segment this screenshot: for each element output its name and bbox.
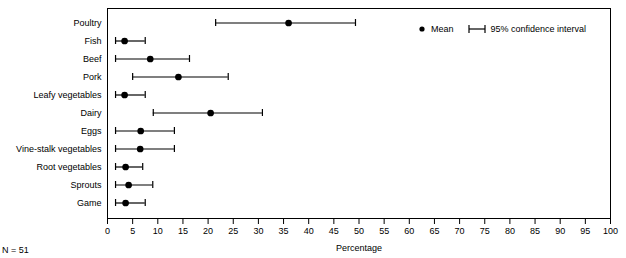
svg-text:Eggs: Eggs (81, 126, 102, 136)
svg-text:95: 95 (580, 226, 590, 236)
svg-text:40: 40 (304, 226, 314, 236)
svg-text:35: 35 (279, 226, 289, 236)
svg-text:Percentage: Percentage (336, 243, 382, 253)
svg-text:0: 0 (105, 226, 110, 236)
svg-text:55: 55 (379, 226, 389, 236)
svg-text:25: 25 (228, 226, 238, 236)
svg-text:Leafy vegetables: Leafy vegetables (33, 90, 102, 100)
svg-text:Fish: Fish (84, 36, 101, 46)
html-text:Mean: Mean (431, 24, 454, 34)
svg-text:5: 5 (130, 226, 135, 236)
svg-text:Beef: Beef (83, 54, 102, 64)
svg-text:60: 60 (404, 226, 414, 236)
svg-text:Dairy: Dairy (80, 108, 102, 118)
svg-text:Game: Game (77, 198, 102, 208)
svg-text:65: 65 (429, 226, 439, 236)
svg-text:30: 30 (253, 226, 263, 236)
svg-text:45: 45 (329, 226, 339, 236)
html-text:N = 51: N = 51 (2, 245, 29, 255)
svg-text:80: 80 (505, 226, 515, 236)
svg-text:70: 70 (455, 226, 465, 236)
svg-text:Vine-stalk vegetables: Vine-stalk vegetables (16, 144, 102, 154)
svg-text:Pork: Pork (83, 72, 102, 82)
html-text:95% confidence interval: 95% confidence interval (490, 24, 587, 34)
svg-text:Root vegetables: Root vegetables (36, 162, 102, 172)
svg-text:50: 50 (354, 226, 364, 236)
svg-text:100: 100 (603, 226, 618, 236)
svg-text:90: 90 (555, 226, 565, 236)
svg-text:15: 15 (178, 226, 188, 236)
svg-text:20: 20 (203, 226, 213, 236)
svg-text:85: 85 (530, 226, 540, 236)
svg-text:Poultry: Poultry (73, 18, 102, 28)
svg-text:75: 75 (480, 226, 490, 236)
svg-text:10: 10 (153, 226, 163, 236)
svg-text:Sprouts: Sprouts (70, 180, 102, 190)
